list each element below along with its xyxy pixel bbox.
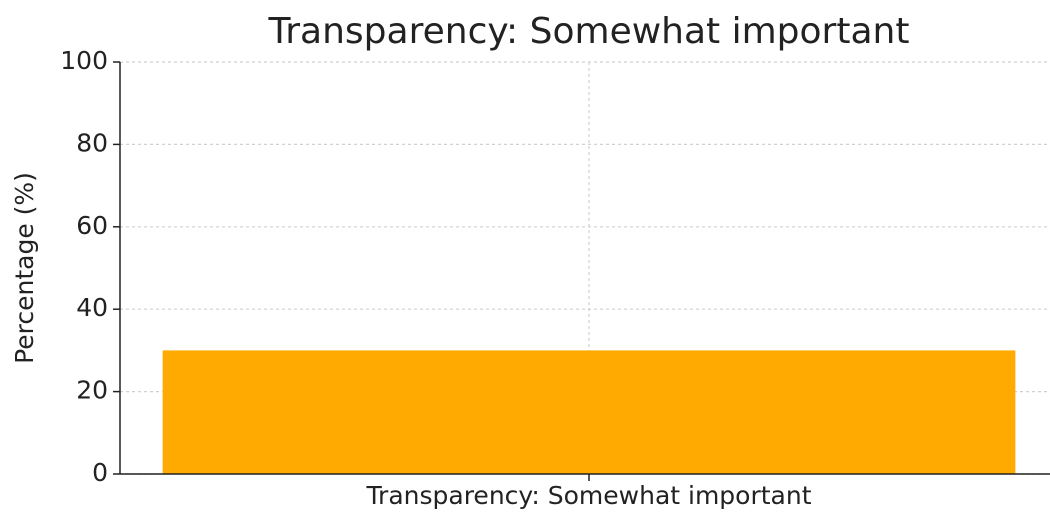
y-tick-label: 20 [76, 376, 108, 405]
y-tick-label: 100 [60, 46, 108, 75]
y-tick-label: 40 [76, 293, 108, 322]
chart-title: Transparency: Somewhat important [268, 11, 910, 52]
y-tick-label: 0 [92, 458, 108, 487]
y-tick-label: 80 [76, 128, 108, 157]
bar [162, 350, 1016, 474]
y-axis-label: Percentage (%) [10, 172, 39, 364]
x-tick-label: Transparency: Somewhat important [365, 481, 811, 510]
y-tick-label: 60 [76, 211, 108, 240]
